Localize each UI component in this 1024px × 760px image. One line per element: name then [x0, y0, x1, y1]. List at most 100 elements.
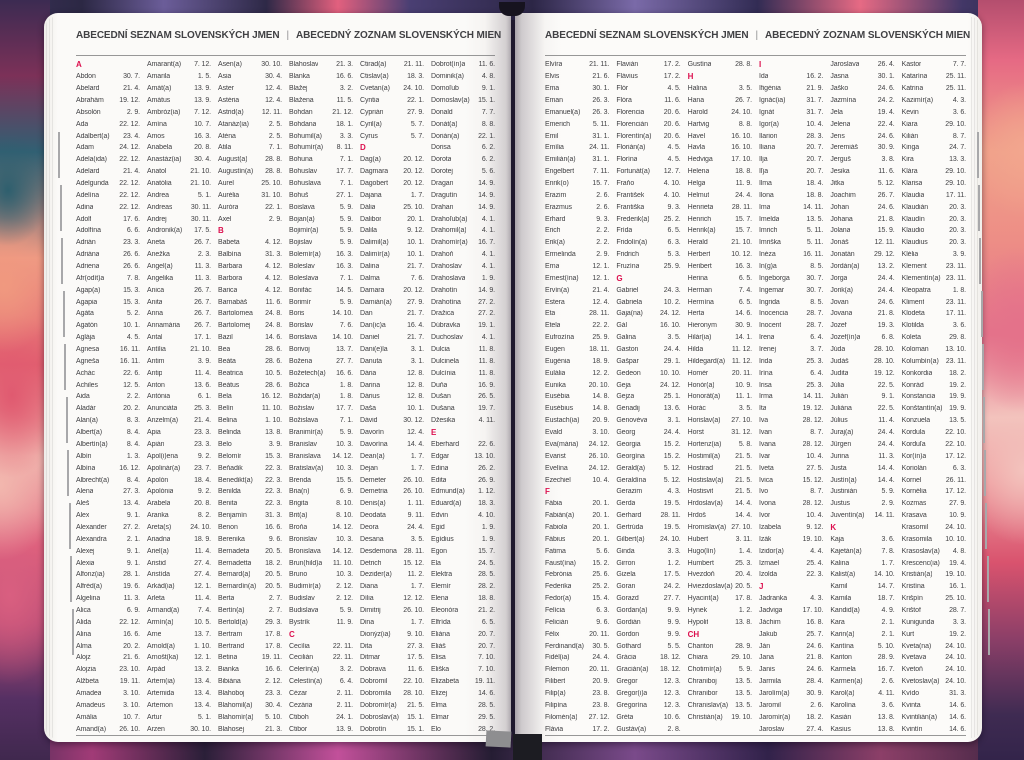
name-day-date: 4. 11. [878, 689, 895, 697]
name: Borimír [289, 298, 311, 306]
name-day-date: 16. 6. [265, 666, 282, 674]
thumb-index-tick [983, 397, 985, 443]
name: Gaston [616, 346, 639, 354]
name-day-date: 8. 5. [810, 298, 824, 306]
name-entry: Anunciáta 25. 3. [147, 403, 211, 415]
name: Apolónia [147, 488, 174, 496]
name-entry: Davorína 14. 4. [360, 439, 424, 451]
name-entry: Jonáš 12. 11. [830, 237, 894, 249]
name-day-date: 25. 3. [735, 559, 752, 567]
name-entry: Klaudián 20. 3. [902, 201, 966, 213]
name: Bohuslav [289, 168, 317, 176]
name-day-date: 26. 10. [588, 452, 610, 460]
name-entry: Gaston 24. 4. [616, 344, 680, 356]
name-entry: Desana 3. 5. [360, 533, 424, 545]
name-day-date: 13. 6. [663, 405, 681, 413]
name-entry: Bernard(a) 20. 5. [218, 569, 282, 581]
name-day-date: 11. 3. [194, 263, 211, 271]
name-entry: Klélia 3. 9. [902, 249, 966, 261]
name-entry: Gorazd 27. 7. [616, 593, 680, 605]
name-entry: Edita 26. 9. [431, 474, 495, 486]
name: Angelika [147, 274, 174, 282]
name: Astéria [218, 97, 240, 104]
name-entry: Klára 29. 10. [902, 166, 966, 178]
name: Eta [545, 310, 556, 318]
name-entry: Inocent 28. 7. [759, 320, 823, 332]
name-day-date: 11. 4. [194, 547, 211, 555]
name-entry: Gréta 10. 6. [616, 711, 680, 723]
name-day-date: 22. 2. [592, 322, 610, 330]
name: Gregorína [616, 701, 647, 709]
name-day-date: 9. 9. [667, 606, 681, 614]
name-entry: Celestín(a) 6. 4. [289, 676, 353, 688]
name-day-date: 8. 3. [126, 417, 140, 425]
name-entry: Ernest(ína) 12. 1. [545, 272, 609, 284]
name-day-date: 11. 6. [664, 97, 681, 104]
name-day-date: 30. 1. [592, 85, 610, 93]
name-day-date: 4. 5. [667, 85, 681, 93]
name: Konzuela [901, 417, 931, 425]
name: Dulcinela [431, 357, 459, 365]
name-entry: Krištof 28. 7. [902, 605, 966, 617]
name: Jorga [830, 274, 848, 282]
name-entry: Dalina 21. 7. [360, 261, 424, 273]
name-entry: Herta 14. 6. [688, 308, 752, 320]
name: Jadviga [759, 606, 783, 614]
name-day-date: 30. 9. [877, 144, 895, 152]
name-entry: Bojan(a) 5. 9. [289, 213, 353, 225]
name-day-date: 1. 9. [481, 274, 495, 282]
name: Aténa [218, 132, 236, 140]
name-day-date: 3. 6. [881, 701, 895, 709]
name: Christián(a) [687, 713, 723, 721]
name-entry: Havel 16. 10. [688, 130, 752, 142]
name-day-date: 6. 1. [197, 393, 211, 401]
name: Balbína [218, 251, 242, 259]
letter-heading: D [360, 143, 366, 153]
name-entry: Dulcinela 11. 8. [431, 355, 495, 367]
name-entry: Alexandra 2. 1. [76, 533, 140, 545]
name-day-date: 15. 7. [735, 227, 752, 235]
name-day-date: 27. 5. [806, 464, 824, 472]
name: Daniel [360, 334, 380, 342]
name-day-date: 13. 3. [949, 156, 966, 164]
name-entry: Ilona 18. 8. [759, 189, 823, 201]
name: Belina [218, 417, 237, 425]
name-day-date: 12. 1. [592, 274, 610, 282]
name: Dragan [431, 180, 454, 188]
name-day-date: 26. 10. [403, 476, 424, 484]
name: Jordán(a) [830, 263, 860, 271]
name-entry: Dobrotín 15. 1. [360, 723, 424, 735]
name: Izidor(a) [759, 547, 784, 555]
name-day-date: 20. 7. [806, 144, 824, 152]
name-entry: Eugénia 18. 9. [545, 355, 609, 367]
name-day-date: 18. 11. [589, 346, 610, 354]
name-entry: Bernadeta 20. 5. [218, 545, 282, 557]
name-entry: Imrich 5. 11. [759, 225, 823, 237]
name: Agap(a) [76, 286, 101, 294]
name: Anastáz(ia) [147, 156, 182, 164]
name-entry: Kvído 31. 3. [902, 688, 966, 700]
name: Ambróz(ia) [147, 108, 181, 116]
name-day-date: 25. 9. [663, 263, 681, 271]
name: Gerhard [616, 512, 642, 520]
name-entry: Klotilda 3. 6. [902, 320, 966, 332]
name-entry: Irisa 25. 3. [759, 379, 823, 391]
name-day-date: 2. 12. [265, 678, 282, 686]
name-entry: Anežka 2. 3. [147, 249, 211, 261]
name-entry: Ginda 3. 3. [616, 545, 680, 557]
name-entry: Alojz 21. 6. [76, 652, 140, 664]
name: Eliáš [431, 642, 446, 650]
name: Jaromil [759, 701, 781, 709]
name: Henrich [687, 215, 712, 223]
name: Denis(a) [360, 500, 386, 508]
name: Agáta [76, 310, 94, 318]
name-entry: Klaudia 17. 11. [902, 189, 966, 201]
name-day-date: 19. 11. [474, 678, 495, 686]
name-day-date: 22. 11. [332, 642, 353, 650]
name: Adelgunda [76, 180, 109, 188]
name-day-date: 7. 10. [478, 654, 495, 662]
name-day-date: 17. 12. [945, 452, 966, 460]
name-entry: Gregor 12. 3. [616, 676, 680, 688]
name-entry: Eusébia 14. 8. [545, 391, 609, 403]
name-day-date: 5. 7. [410, 120, 424, 128]
